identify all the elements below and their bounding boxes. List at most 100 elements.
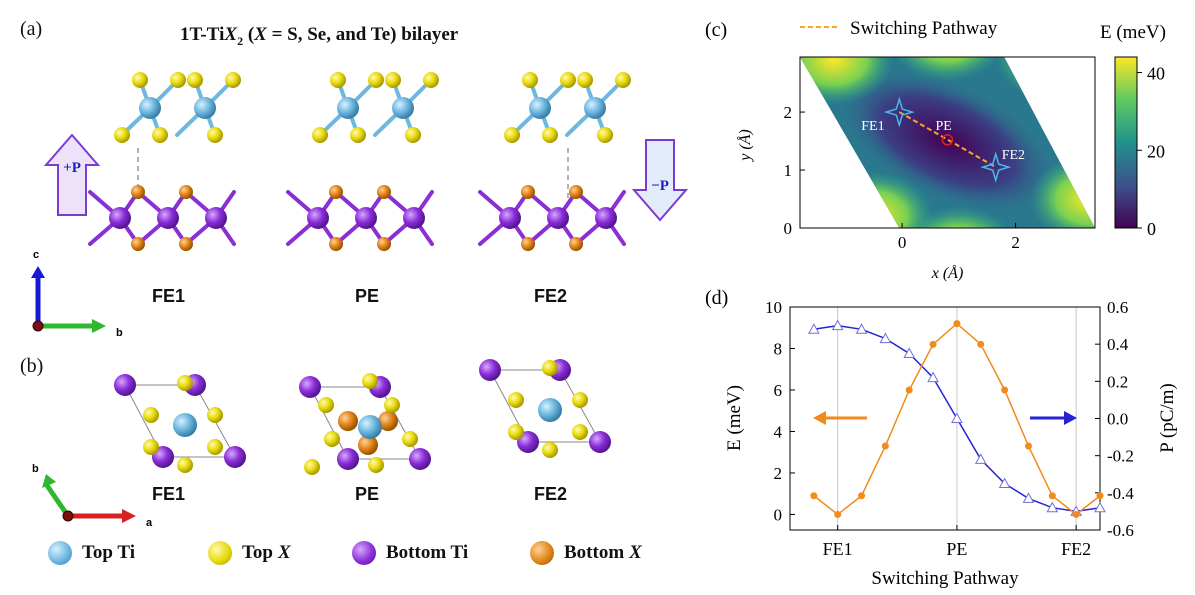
energy-point <box>1072 510 1080 518</box>
heatmap-ytick-label: 1 <box>784 161 793 180</box>
top-x-atom <box>143 439 159 455</box>
plus-p-label: +P <box>63 160 81 176</box>
high-energy-region <box>813 171 934 228</box>
colorbar <box>1114 56 1138 229</box>
top-x-atom <box>560 72 576 88</box>
axes-a-right-letter: b <box>116 327 123 339</box>
fe1-point-label: FE1 <box>861 119 884 134</box>
left-ytick-label: 0 <box>774 505 783 524</box>
fe2-star-icon <box>980 151 1012 183</box>
axes-a-up-arrow-icon <box>31 266 45 278</box>
panel-a-label-fe2: FE2 <box>534 286 568 306</box>
left-ytick-label: 4 <box>774 422 783 441</box>
top-x-atom <box>405 127 421 143</box>
left-ytick-label: 2 <box>774 464 783 483</box>
heatmap-ylabel: y (Å) <box>736 129 754 163</box>
axes-b-origin <box>62 510 74 522</box>
polarization-point <box>831 319 844 331</box>
bottom-ti-atom <box>299 376 321 398</box>
polarization-point <box>998 477 1011 489</box>
bottom-ti-atom <box>499 207 521 229</box>
top-ti-atom <box>358 415 382 439</box>
polarization-point <box>951 412 963 423</box>
top-x-atom <box>304 459 320 475</box>
right-ytick-label: -0.4 <box>1107 484 1134 503</box>
panel-a-label-pe: PE <box>355 286 380 306</box>
bottom-x-atom <box>378 411 398 431</box>
bottom-x-atom <box>131 185 145 199</box>
right-ytick-label: 0.0 <box>1107 410 1128 429</box>
bottom-ti-atom <box>479 359 501 381</box>
energy-point <box>929 340 937 348</box>
heatmap-xtick-label: 0 <box>898 233 907 252</box>
colorbar-tick-label: 20 <box>1147 141 1165 161</box>
bottom-x-atom <box>358 435 378 455</box>
bottom-ti-ball-icon <box>352 541 376 565</box>
panel-a-label-fe1: FE1 <box>152 286 186 306</box>
top-x-atom <box>318 397 334 413</box>
polarization-point <box>974 453 987 464</box>
energy-point <box>977 340 985 348</box>
polarization-point <box>807 323 820 334</box>
bottom-ti-atom <box>589 431 611 453</box>
top-ti-atom <box>584 97 606 119</box>
polarization-point <box>1094 501 1106 513</box>
top-x-atom <box>324 431 340 447</box>
top-ti-atom <box>392 97 414 119</box>
top-x-atom <box>597 127 613 143</box>
left-ytick-label: 6 <box>774 381 783 400</box>
right-ytick-label: -0.2 <box>1107 447 1134 466</box>
top-x-atom <box>384 397 400 413</box>
bottom-x-atom <box>179 185 193 199</box>
bottom-ti-atom <box>355 207 377 229</box>
bottom-x-atom <box>329 237 343 251</box>
top-x-atom <box>207 439 223 455</box>
top-x-atom <box>143 407 159 423</box>
axes-b-up-letter: b <box>32 463 39 475</box>
xtick-label: FE1 <box>823 539 853 559</box>
energy-point <box>810 492 818 500</box>
bottom-ti-atom <box>337 448 359 470</box>
bottom-ti-atom <box>205 207 227 229</box>
top-x-atom <box>350 127 366 143</box>
xtick-label: PE <box>946 539 967 559</box>
high-energy-region <box>898 206 1019 228</box>
left-ytick-label: 10 <box>765 298 782 317</box>
polarization-point <box>903 347 916 358</box>
bottom-ti-atom <box>547 207 569 229</box>
top-x-atom <box>542 127 558 143</box>
top-x-atom <box>177 457 193 473</box>
bottom-ti-atom <box>307 207 329 229</box>
top-x-atom <box>402 431 418 447</box>
pe-point-label: PE <box>936 119 952 134</box>
bottom-ti-atom <box>224 446 246 468</box>
top-x-atom <box>368 457 384 473</box>
top-x-atom <box>170 72 186 88</box>
top-x-atom <box>542 360 558 376</box>
legend-bottom-x: Bottom X <box>530 541 642 565</box>
top-x-atom <box>187 72 203 88</box>
energy-point <box>1001 386 1009 394</box>
top-x-atom <box>312 127 328 143</box>
legend-top-ti: Top Ti <box>48 541 135 565</box>
bottom-ti-atom <box>109 207 131 229</box>
pe-circle-marker <box>941 134 954 146</box>
energy-point <box>1024 442 1032 450</box>
high-energy-region <box>887 57 1008 82</box>
minus-p-arrow-icon <box>631 139 689 222</box>
panel-b-label-pe: PE <box>355 484 380 504</box>
heatmap-frame <box>799 56 1096 229</box>
bottom-ti-atom <box>595 207 617 229</box>
bottom-x-atom <box>329 185 343 199</box>
top-x-atom <box>572 424 588 440</box>
bottom-x-atom <box>377 185 391 199</box>
bottom-x-atom <box>338 411 358 431</box>
plus-p-arrow-icon <box>43 133 101 216</box>
panel-c-label: (c) <box>705 19 727 41</box>
top-ti-atom <box>529 97 551 119</box>
heatmap-xlabel: x (Å) <box>931 264 964 282</box>
switching-pathway-line <box>898 111 997 169</box>
panel-b-label: (b) <box>20 355 44 377</box>
polarization-axis-arrow-icon <box>1064 411 1077 425</box>
top-x-atom <box>572 392 588 408</box>
